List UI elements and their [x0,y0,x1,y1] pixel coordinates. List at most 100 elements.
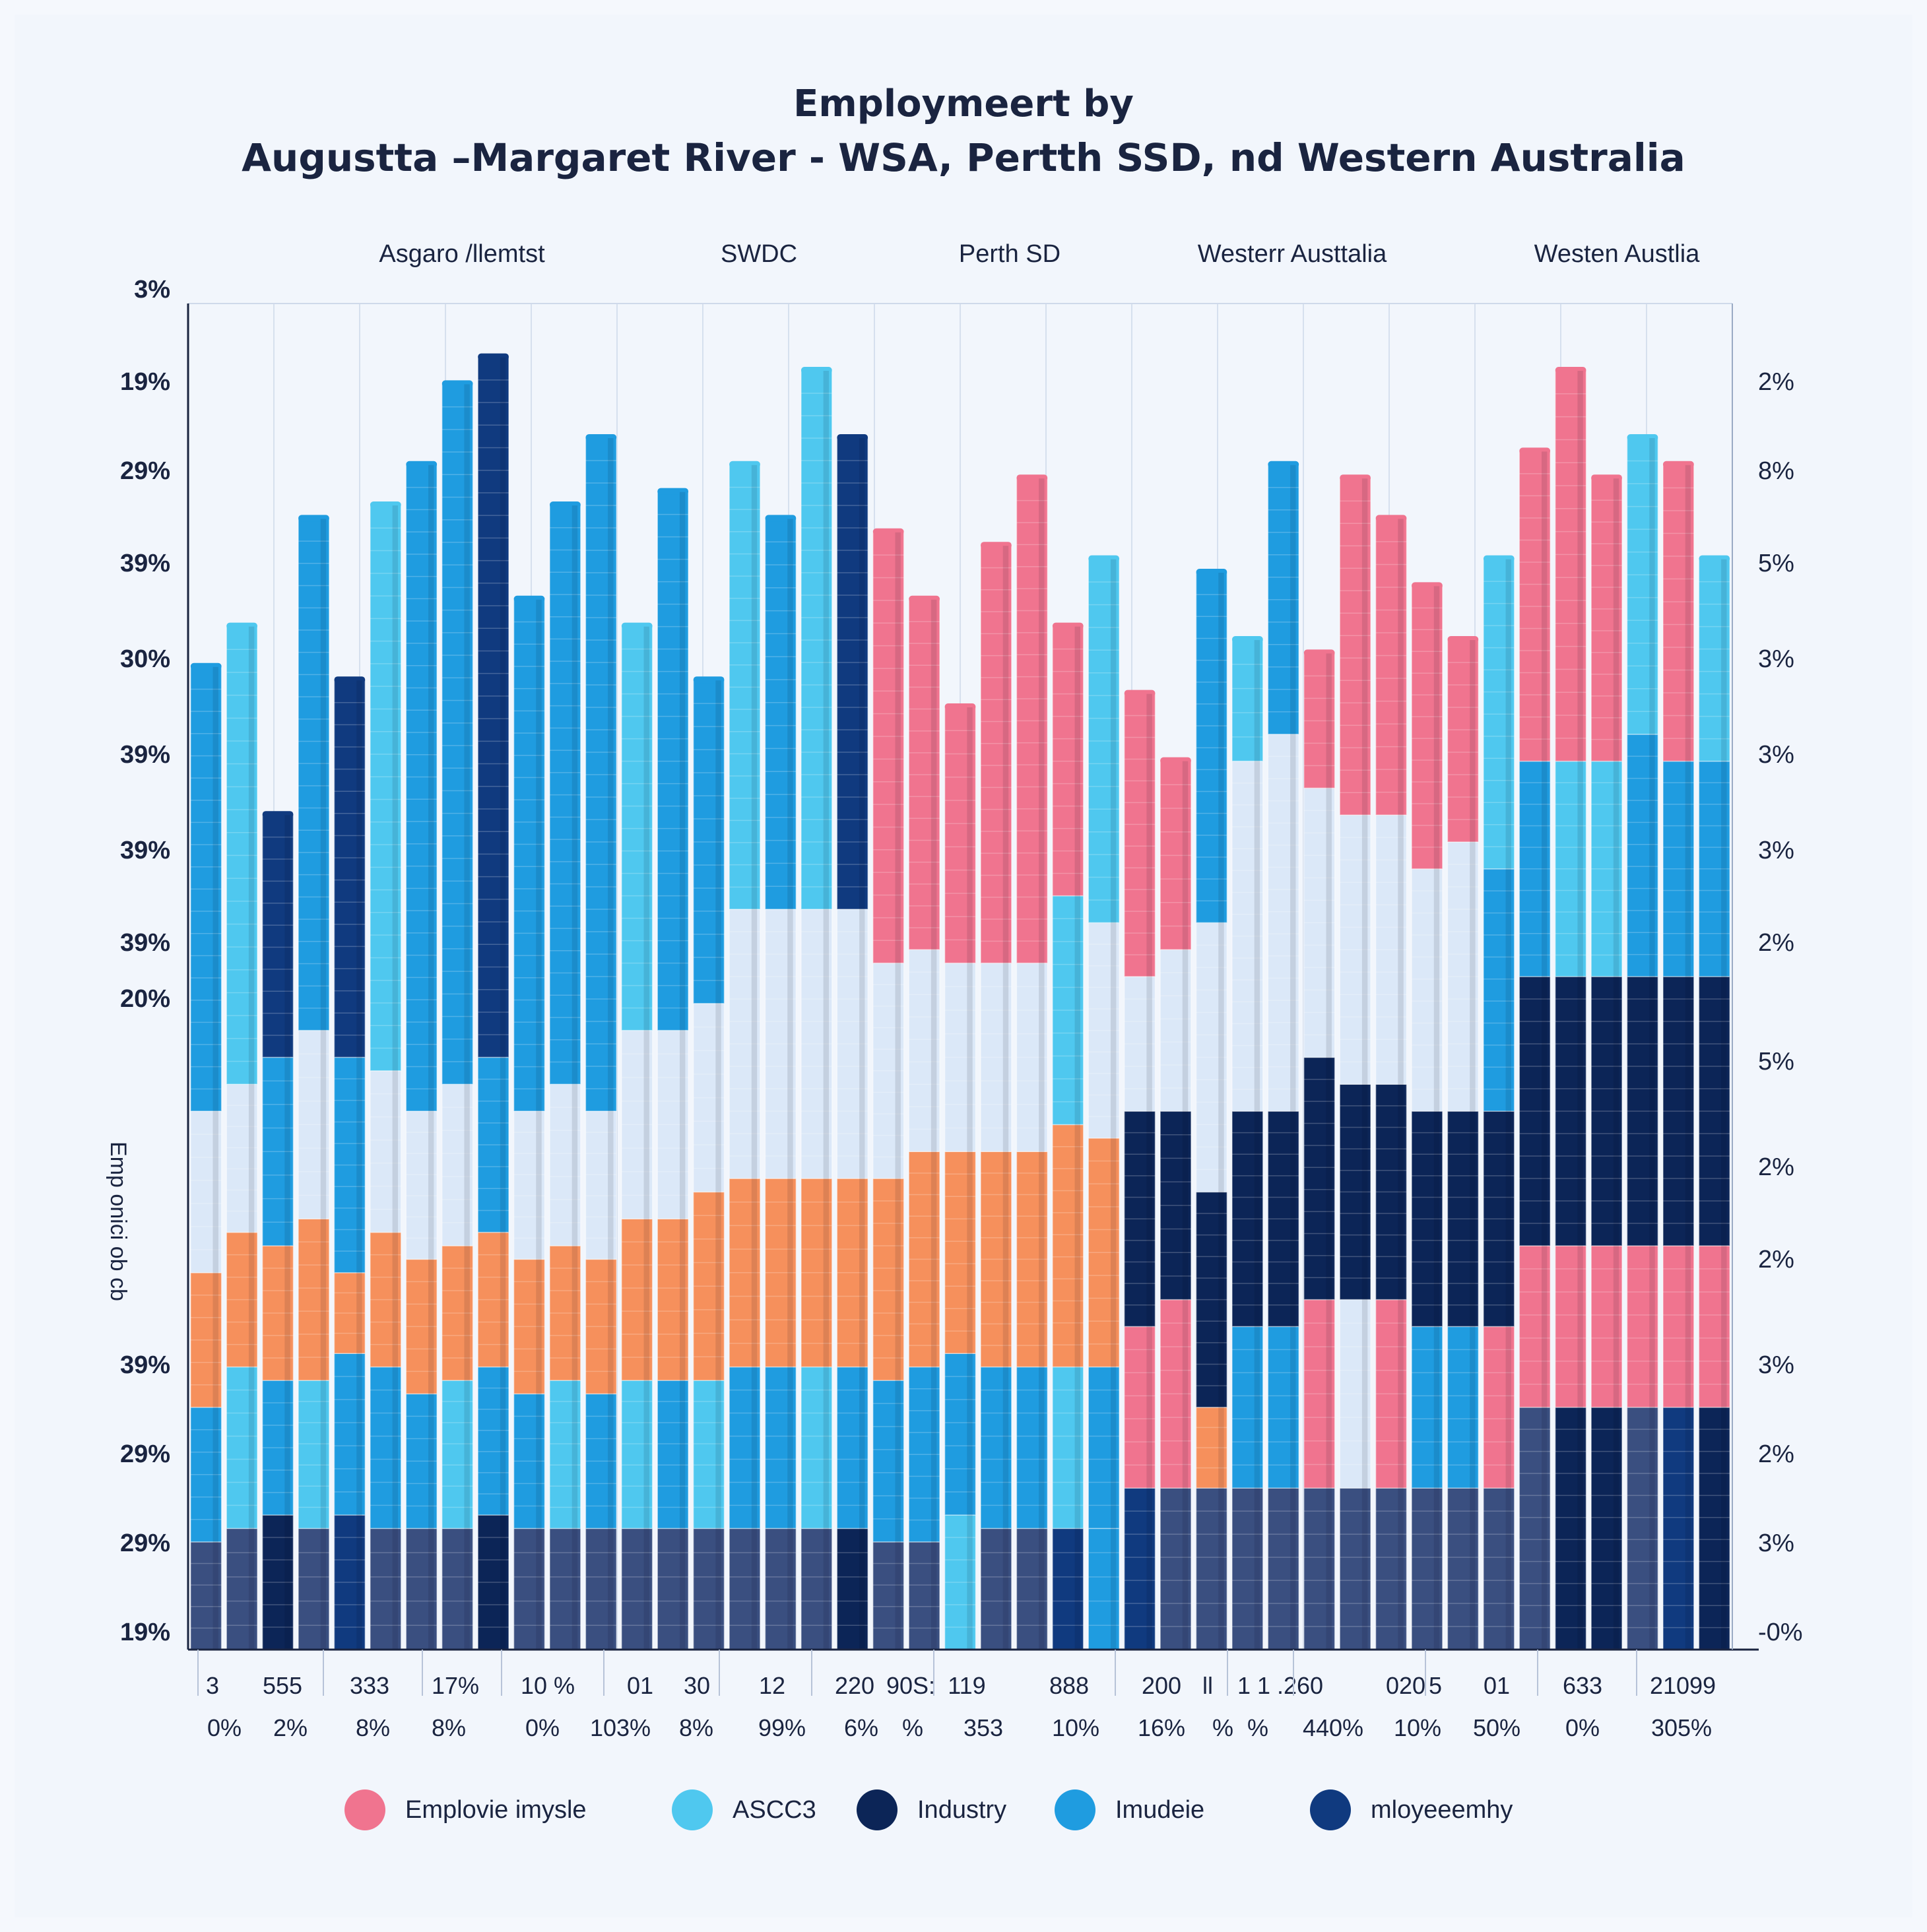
x-axis-label: 16% [1137,1714,1186,1741]
bar-shade [1074,626,1080,1650]
bar-segment [1016,962,1048,1152]
left-y-tick-label: 39% [119,550,170,577]
bar-shade [356,680,362,1650]
bar-segment [1231,1111,1264,1328]
bar-shade [1505,559,1511,1650]
bar-segment [190,1111,222,1273]
x-axis-label: 305% [1650,1714,1713,1741]
bar-segment [513,1258,546,1395]
group-label-4: Westerr Austtalia [1197,240,1387,268]
bar-shade [787,519,793,1650]
x-axis-label: 5 [1428,1672,1443,1699]
bar-segment [370,1366,402,1530]
bar-segment [1016,1151,1048,1368]
bar-segment [1411,868,1443,1112]
bar-shade [859,438,865,1650]
legend-swatch [672,1789,713,1830]
bar-segment [298,1029,330,1219]
bar-cap [729,461,760,468]
x-axis-label: 440% [1302,1714,1364,1741]
bar-segment [1159,1487,1192,1650]
bar-segment [621,626,653,1031]
bar-shade [536,599,542,1650]
bar-segment [1483,1487,1515,1650]
bar-segment [1519,1245,1551,1408]
bar-cap [1699,555,1730,562]
bar-segment [836,1366,868,1530]
bar-cap [1016,474,1048,482]
x-axis-label: 10% [1393,1714,1442,1741]
bar-segment [513,1111,546,1260]
bar-cap [800,367,832,373]
bar-segment [1626,734,1659,977]
bar-segment [441,1528,474,1650]
bar-cap [1303,649,1335,657]
bar-segment [836,1178,868,1368]
right-y-tick-label: 3% [1758,741,1794,769]
bar-cap [190,662,222,670]
bar-segment [549,1380,581,1530]
x-axis-label: 12 [758,1672,786,1699]
bar-cap [1160,757,1191,764]
bar-segment [1231,1487,1264,1650]
bar-segment [1267,1111,1299,1328]
bar-segment [980,1528,1012,1650]
bar-segment [585,437,617,1112]
bar-segment [405,465,438,1112]
bar-segment [1195,572,1228,924]
bar-segment [1554,1407,1587,1650]
bar-segment [1123,693,1156,977]
bar-segment [1626,976,1659,1246]
bar-cap [1268,461,1299,468]
bar-shade [1398,519,1404,1650]
bar-shade [1002,546,1009,1650]
bar-segment [1088,1138,1120,1368]
bar-segment [477,1514,509,1650]
bar-segment [1052,1528,1084,1650]
bar-shade [823,371,830,1650]
bar-segment [729,1528,761,1650]
bar-segment [980,1366,1012,1530]
x-axis-label: 17% [431,1672,480,1699]
bar-shade [464,384,470,1650]
bar-segment [1483,868,1515,1112]
bar-segment [944,962,977,1152]
bar-segment [190,1272,222,1408]
group-label-2: SWDC [720,240,798,268]
bar-segment [1519,976,1551,1246]
bar-segment [657,1380,689,1530]
bar-segment [1662,1407,1695,1650]
bar-segment [226,1231,258,1368]
bar-segment [1303,653,1336,789]
bar-segment [692,1003,725,1193]
x-axis-label: 8% [355,1714,391,1741]
bar-shade [320,519,327,1650]
bar-segment [477,1366,509,1516]
bar-segment [370,1070,402,1233]
bar-shade [1541,451,1548,1650]
bar-shade [967,707,973,1650]
bar-segment [1483,1326,1515,1489]
x-axis-label: 0% [207,1714,242,1741]
legend-label: Imudeie [1115,1795,1205,1824]
bar-cap [909,595,940,602]
bar-shade [1326,653,1332,1650]
bar-cap [1591,474,1622,482]
bar-cap [944,703,976,710]
bar-segment [1698,1245,1730,1408]
bar-segment [190,1541,222,1650]
bar-segment [1375,1299,1408,1489]
bar-cap [585,434,617,441]
left-y-tick-label: 20% [119,985,170,1013]
bar-segment [1662,760,1695,977]
x-axis-label: 3 [205,1672,220,1699]
legend-label: ASCC3 [733,1795,816,1824]
bar-segment [621,1218,653,1381]
bar-cap [981,542,1012,549]
bar-segment [1195,1191,1228,1408]
bar-segment [513,1393,546,1530]
bar-segment [405,1393,438,1530]
bar-segment [872,962,905,1179]
x-axis-label: 103% [589,1714,651,1741]
bar-shade [1721,559,1727,1650]
